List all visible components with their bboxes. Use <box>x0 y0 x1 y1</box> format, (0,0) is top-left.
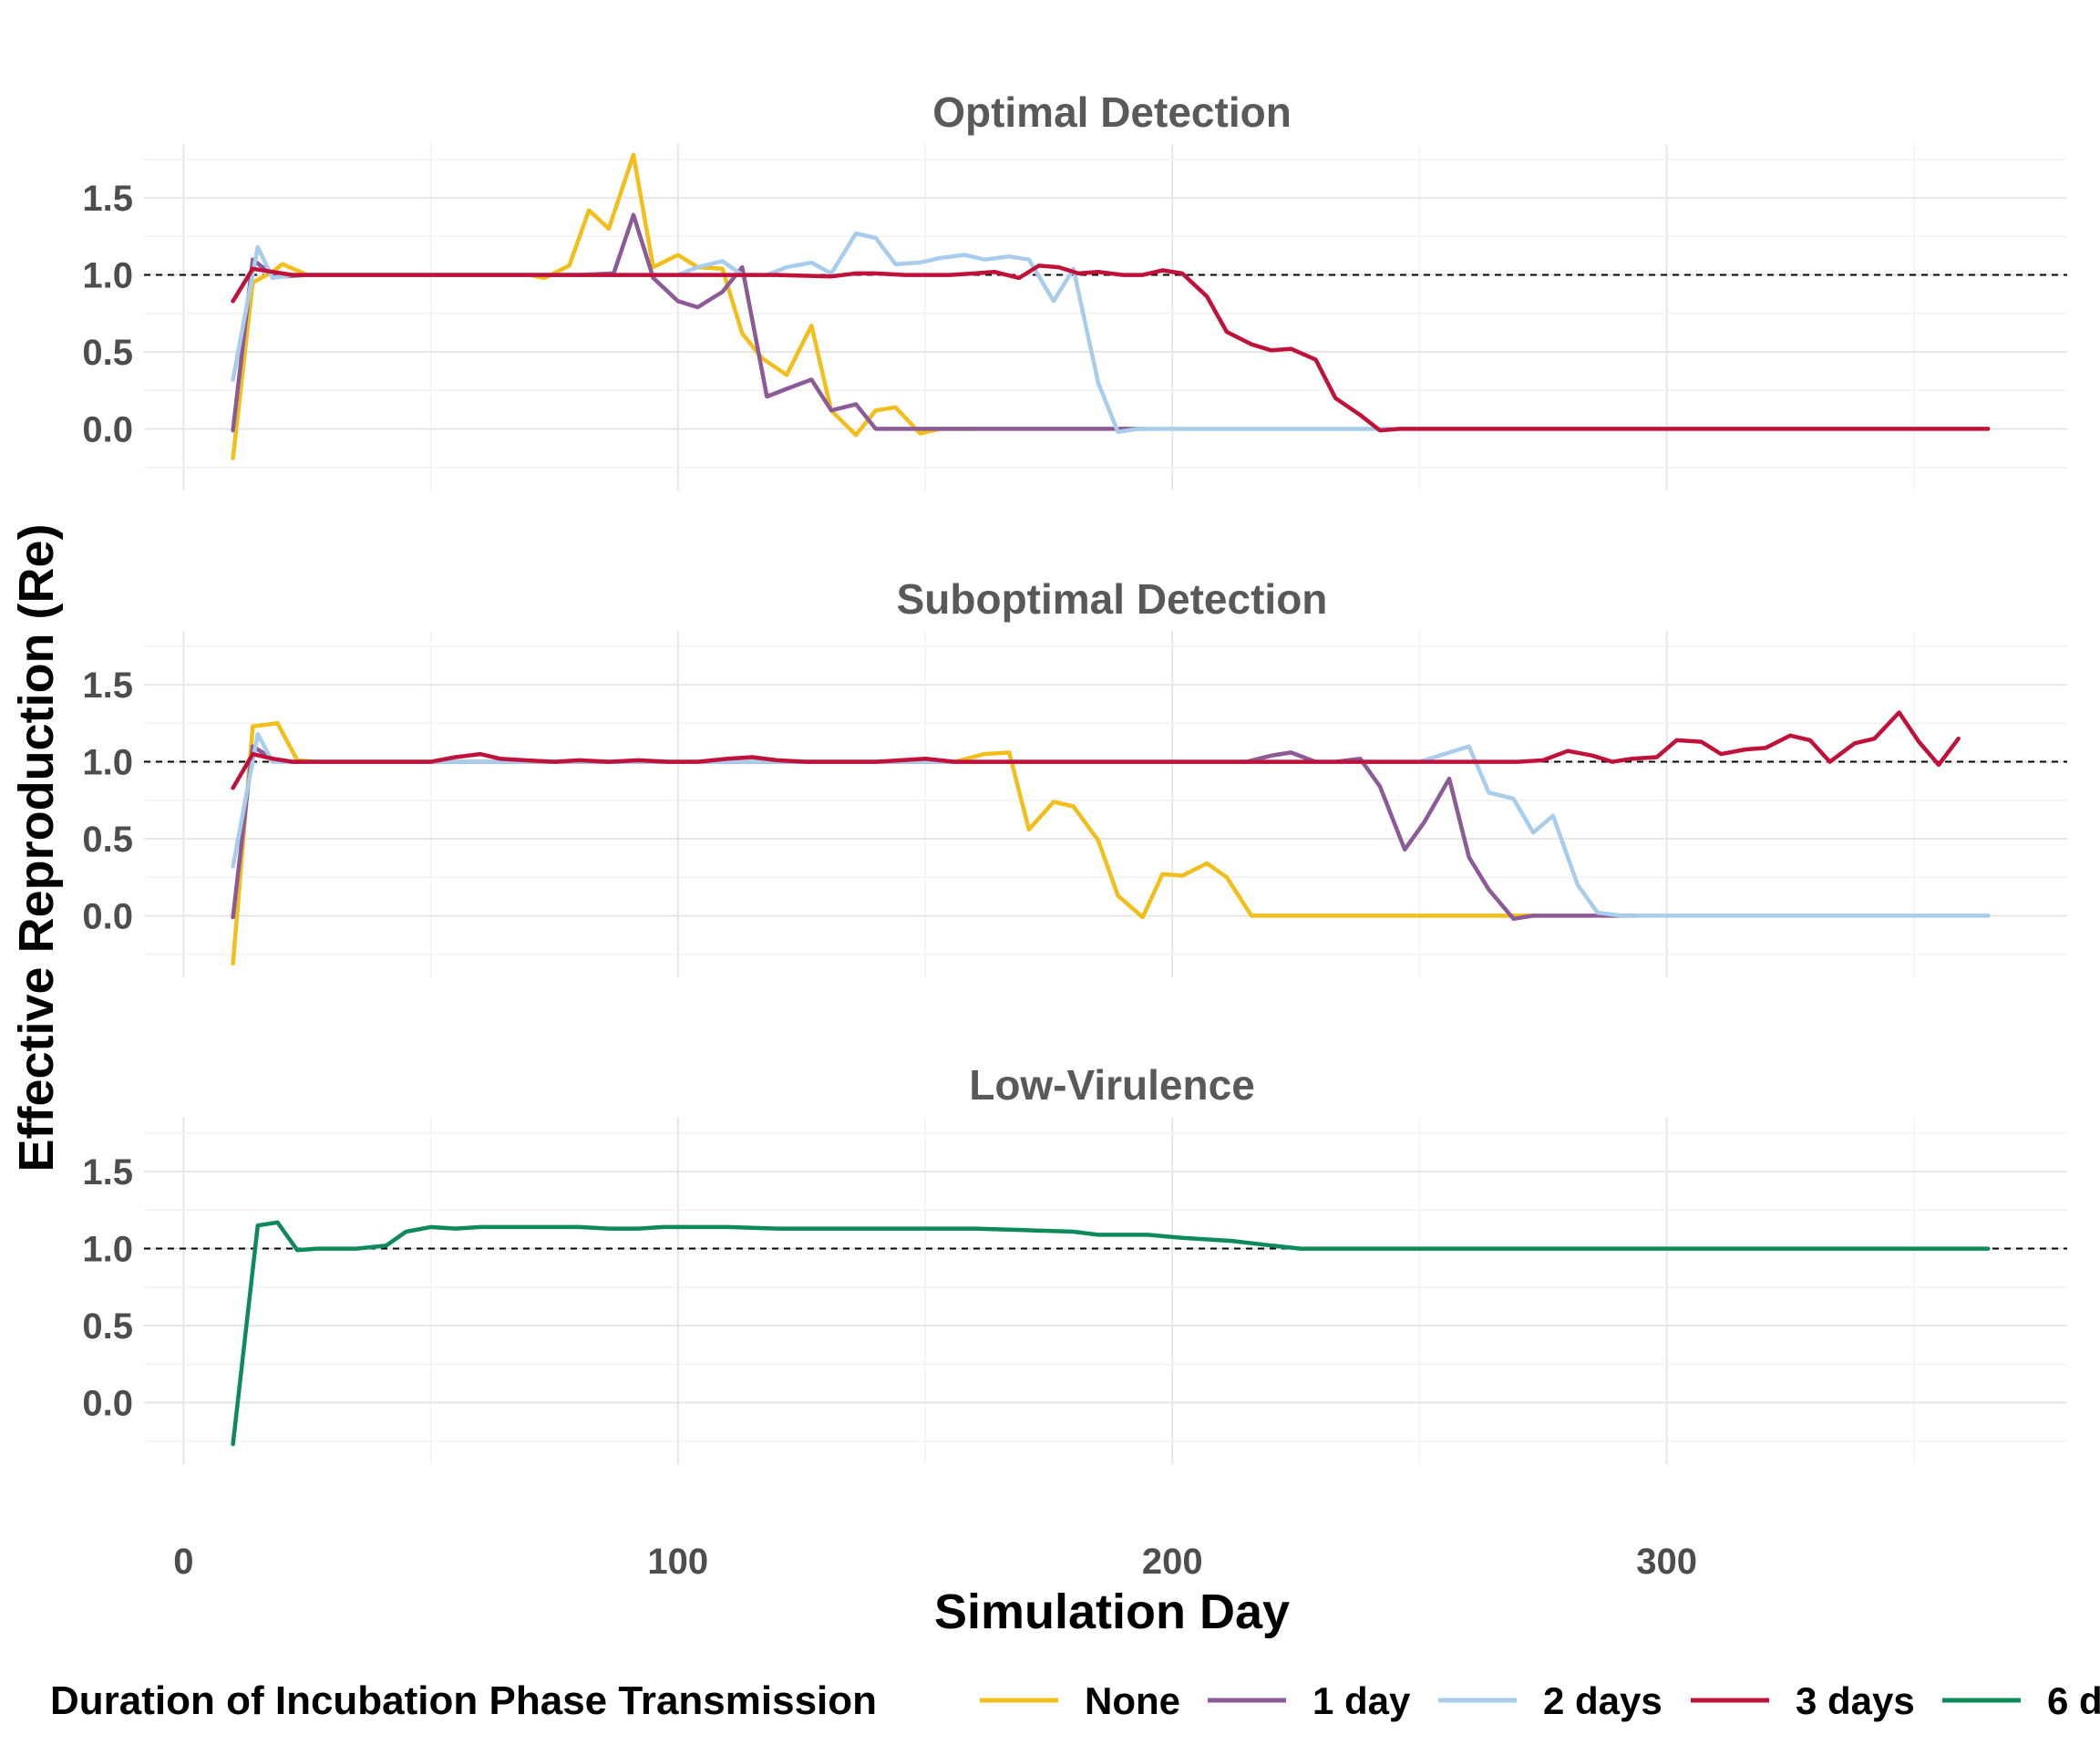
series-line-1-day <box>231 212 1145 433</box>
legend-label: 2 days <box>1543 1679 1662 1722</box>
tick-labels: 0.0 0.5 1.0 1.5 0.0 0.5 1.0 1.5 0.0 0.5 1.0 1.5 0 100… <box>82 179 1697 1582</box>
panel-title-3: Low-Virulence <box>969 1061 1255 1109</box>
series-line-3-days <box>231 263 1991 433</box>
x-axis-title: Simulation Day <box>934 1585 1290 1639</box>
panel-title-2: Suboptimal Detection <box>897 575 1328 623</box>
y-axis-title: Effective Reproduction (Re) <box>9 523 64 1172</box>
x-tick-label: 100 <box>647 1542 708 1582</box>
legend-label: 1 day <box>1312 1679 1411 1722</box>
series-line-6-days <box>231 1220 1991 1447</box>
legend-label: None <box>1085 1679 1180 1722</box>
y-tick-label: 1.0 <box>82 1230 133 1270</box>
legend-label: 3 days <box>1796 1679 1915 1722</box>
legend-title: Duration of Incubation Phase Transmissio… <box>50 1678 877 1723</box>
legend: Duration of Incubation Phase Transmissio… <box>50 1678 2100 1723</box>
series-layer <box>231 152 1991 1447</box>
y-tick-label: 0.5 <box>82 1306 133 1347</box>
series-line-1-day <box>231 744 1640 922</box>
series-line-3-days <box>231 710 1961 790</box>
y-tick-label: 0.0 <box>82 1383 133 1423</box>
panel-title-1: Optimal Detection <box>932 88 1292 136</box>
x-tick-label: 200 <box>1142 1542 1203 1582</box>
y-tick-label: 1.0 <box>82 743 133 783</box>
y-tick-label: 1.5 <box>82 179 133 219</box>
y-tick-label: 1.5 <box>82 666 133 706</box>
legend-entries: None 1 day 2 days 3 days 6 d <box>980 1679 2100 1722</box>
x-tick-label: 0 <box>173 1542 193 1582</box>
y-tick-label: 0.0 <box>82 409 133 449</box>
y-tick-label: 0.5 <box>82 820 133 860</box>
legend-label: 6 d <box>2047 1679 2100 1722</box>
x-tick-label: 300 <box>1636 1542 1697 1582</box>
grid-layer <box>144 144 2067 1464</box>
y-tick-label: 0.0 <box>82 896 133 936</box>
y-tick-label: 0.5 <box>82 333 133 373</box>
label-layer: Optimal Detection Suboptimal Detection L… <box>9 88 1327 1639</box>
y-tick-label: 1.0 <box>82 256 133 296</box>
y-tick-label: 1.5 <box>82 1152 133 1192</box>
